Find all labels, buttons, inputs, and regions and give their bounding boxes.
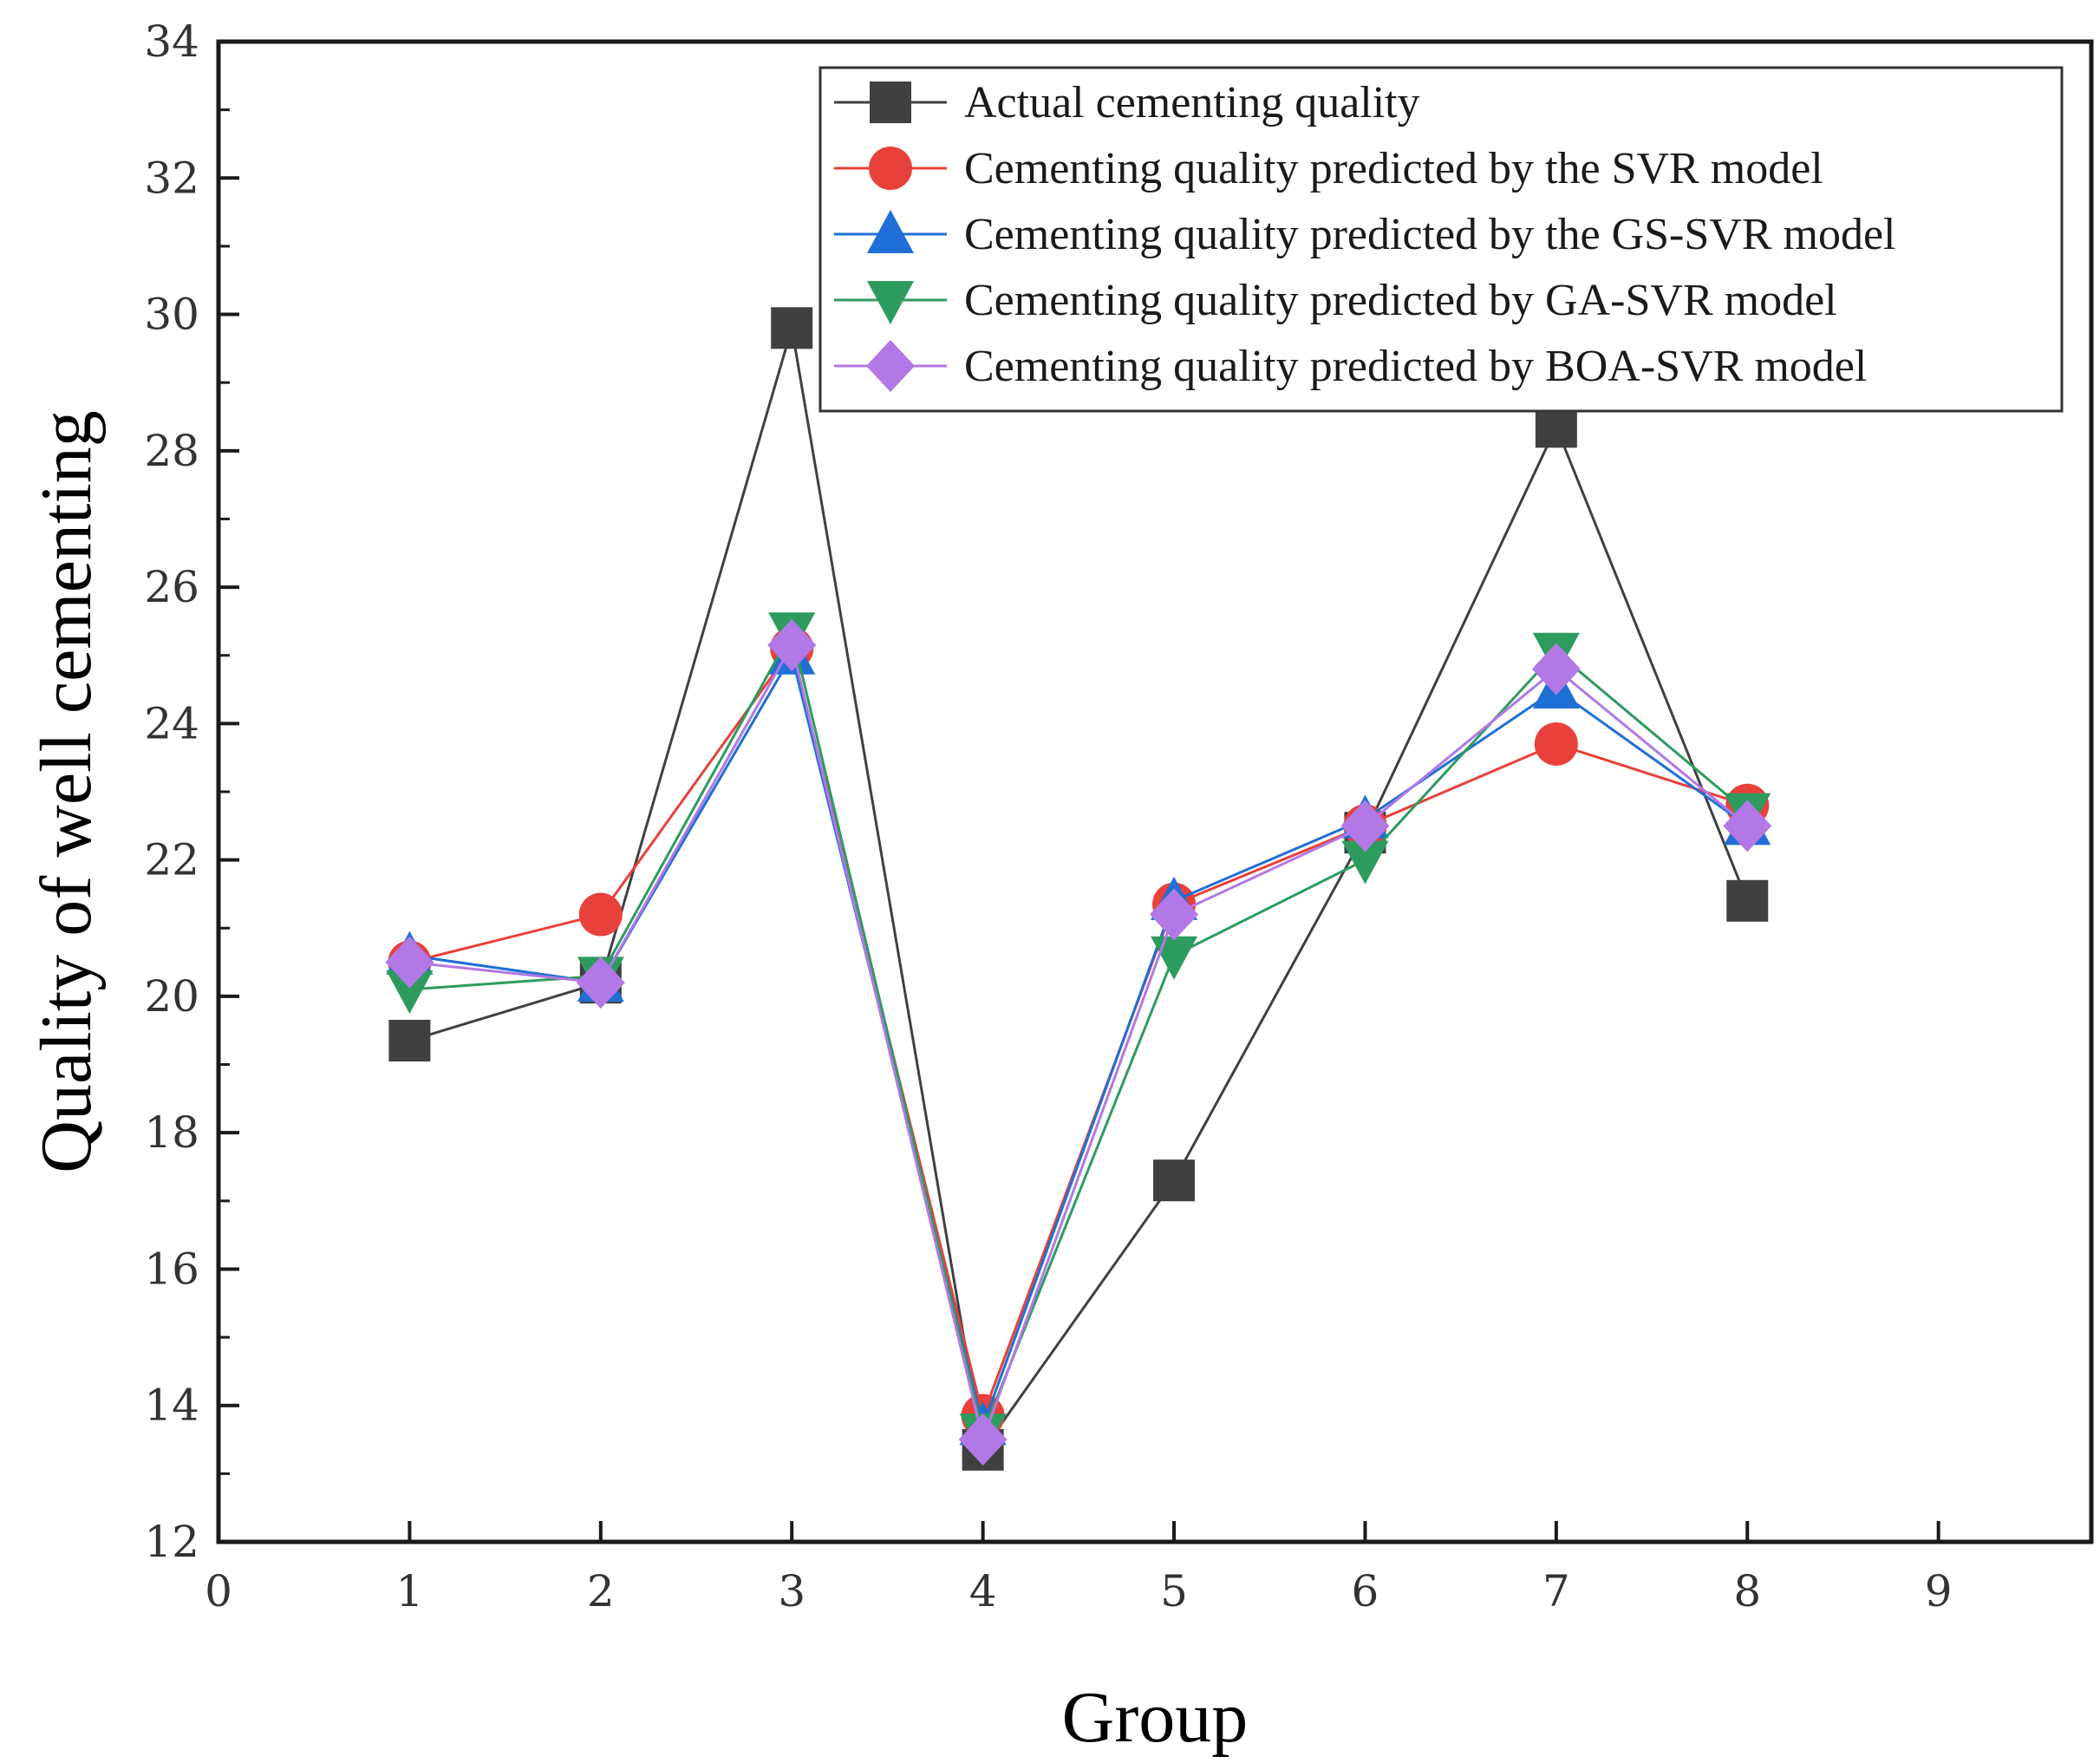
data-point	[385, 936, 434, 989]
legend-marker	[867, 210, 914, 253]
y-axis: 12 14 16 18 20 22 24 26 28 30 32 34	[144, 16, 239, 1567]
data-point	[1153, 1159, 1196, 1202]
legend-label: Actual cementing quality	[964, 78, 1420, 127]
y-tick-label: 14	[144, 1381, 199, 1431]
data-point	[958, 1414, 1008, 1466]
legend-label: Cementing quality predicted by the GS-SV…	[964, 210, 1896, 259]
data-point	[1723, 800, 1772, 852]
y-tick-label: 34	[144, 16, 199, 67]
data-point	[386, 970, 434, 1015]
legend-marker	[870, 82, 911, 123]
x-tick-label: 3	[778, 1566, 805, 1616]
x-tick-label: 1	[396, 1566, 424, 1616]
legend-item: Cementing quality predicted by GA-SVR mo…	[834, 276, 1837, 325]
y-tick-label: 26	[144, 562, 199, 612]
legend-marker	[866, 340, 915, 392]
y-tick-label: 20	[144, 971, 199, 1022]
y-tick-label: 32	[144, 153, 199, 203]
legend-item: Cementing quality predicted by BOA-SVR m…	[834, 340, 1867, 392]
data-point	[1150, 888, 1199, 941]
legend-marker	[869, 147, 912, 190]
series-line	[408, 327, 1749, 1453]
legend-marker	[867, 281, 914, 324]
x-tick-label: 8	[1733, 1566, 1761, 1616]
data-point	[1534, 722, 1578, 766]
x-tick-label: 4	[969, 1566, 997, 1616]
y-tick-label: 24	[144, 698, 199, 748]
legend-items: Actual cementing quality Cementing qualit…	[834, 78, 1896, 392]
legend-box	[818, 66, 2064, 413]
legend-item: Cementing quality predicted by the GS-SV…	[834, 210, 1896, 259]
y-tick-label: 18	[144, 1107, 199, 1158]
series-line	[409, 628, 1749, 1438]
x-tick-label: 9	[1925, 1566, 1953, 1616]
data-point	[388, 1020, 431, 1062]
x-tick-label: 5	[1160, 1566, 1188, 1616]
legend-item: Cementing quality predicted by the SVR m…	[834, 144, 1823, 193]
data-point	[576, 957, 625, 1009]
x-tick-label: 0	[205, 1566, 232, 1616]
legend-label: Cementing quality predicted by GA-SVR mo…	[964, 276, 1837, 325]
data-point	[1531, 643, 1581, 695]
data-point	[1535, 406, 1577, 448]
x-axis: 0 1 2 3 4 5 6 7 8 9	[205, 1521, 1953, 1616]
data-point	[1340, 800, 1390, 852]
data-point	[1341, 840, 1389, 885]
series-5	[385, 618, 1772, 1466]
data-point	[1726, 879, 1769, 922]
legend-label: Cementing quality predicted by the SVR m…	[964, 144, 1823, 193]
legend-label: Cementing quality predicted by BOA-SVR m…	[964, 342, 1867, 391]
y-tick-label: 16	[144, 1244, 199, 1294]
series-line	[409, 651, 1749, 1431]
data-point	[578, 892, 623, 937]
legend: Actual cementing quality Cementing qualit…	[818, 66, 2064, 413]
x-tick-label: 7	[1542, 1566, 1570, 1616]
x-axis-title: Group	[1062, 1677, 1249, 1758]
series-layer	[385, 307, 1772, 1471]
series-1	[388, 307, 1769, 1471]
legend-item: Actual cementing quality	[834, 78, 1420, 127]
data-point	[771, 307, 813, 349]
x-tick-label: 2	[587, 1566, 615, 1616]
series-line	[409, 641, 1749, 1445]
y-axis-title: Quality of well cementing	[26, 410, 107, 1172]
x-tick-label: 6	[1352, 1566, 1379, 1616]
y-tick-label: 22	[144, 835, 199, 885]
y-tick-label: 28	[144, 426, 199, 476]
series-line	[409, 645, 1748, 1420]
y-tick-label: 12	[144, 1517, 199, 1567]
y-tick-label: 30	[144, 290, 199, 340]
data-point	[767, 618, 817, 671]
